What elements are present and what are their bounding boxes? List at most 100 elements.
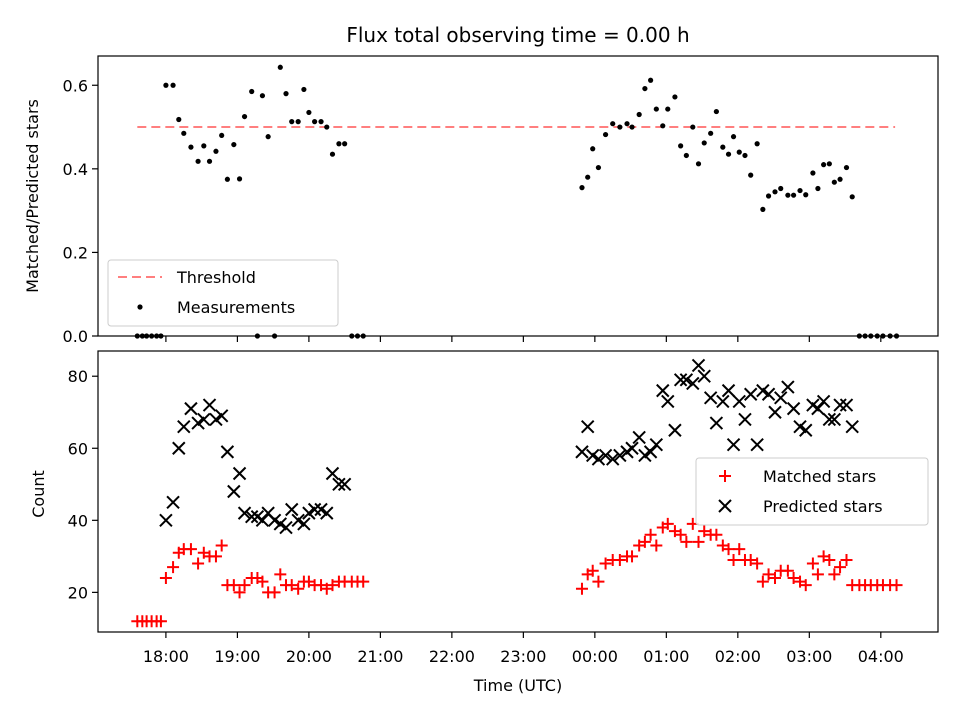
matched-star-point xyxy=(357,575,370,588)
matched-star-point xyxy=(834,561,847,574)
measurement-point xyxy=(163,82,169,88)
x-tick-label: 23:00 xyxy=(500,647,546,666)
matched-star-point xyxy=(192,557,205,570)
matched-star-point xyxy=(586,564,599,577)
predicted-star-point xyxy=(743,387,758,401)
predicted-star-point xyxy=(697,369,711,383)
measurement-point xyxy=(754,141,760,147)
matched-star-point xyxy=(209,550,222,563)
matched-star-point xyxy=(650,539,663,552)
x-tick-label: 22:00 xyxy=(429,647,475,666)
measurement-point xyxy=(265,134,271,140)
measurement-point xyxy=(188,144,194,150)
measurement-point xyxy=(336,141,342,147)
predicted-star-point xyxy=(679,373,694,387)
measurement-point xyxy=(695,161,702,167)
predicted-star-point xyxy=(709,416,724,430)
predicted-star-point xyxy=(606,452,620,466)
matched-star-point xyxy=(238,579,251,592)
measurement-point xyxy=(249,88,255,95)
measurement-point xyxy=(144,333,150,339)
predicted-star-point xyxy=(255,513,270,528)
measurement-point xyxy=(213,148,219,154)
measurement-point xyxy=(797,187,803,194)
matched-star-point xyxy=(613,553,626,566)
count-legend-box xyxy=(695,457,929,526)
measurement-point xyxy=(629,124,635,130)
measurement-point xyxy=(778,185,784,192)
measurement-point xyxy=(579,185,585,191)
predicted-star-point xyxy=(307,502,322,517)
predicted-star-point xyxy=(285,502,299,517)
predicted-star-point xyxy=(833,398,847,412)
predicted-star-point xyxy=(279,520,293,535)
predicted-star-point xyxy=(822,412,837,427)
predicted-star-point xyxy=(668,423,682,437)
measurement-point xyxy=(821,162,827,168)
predicted-star-point xyxy=(643,445,658,459)
matched-star-point xyxy=(626,550,639,563)
matched-star-point xyxy=(227,579,240,592)
matched-star-point xyxy=(698,525,711,538)
y-tick-label: 40 xyxy=(68,511,88,530)
x-tick-label: 03:00 xyxy=(786,647,832,666)
matched-star-point xyxy=(256,575,269,588)
matched-star-point xyxy=(274,568,287,581)
measurement-point xyxy=(585,174,591,180)
measurement-point xyxy=(283,91,289,97)
predicted-star-point xyxy=(761,387,776,401)
measurement-point xyxy=(742,152,748,159)
y-tick-label: 0.0 xyxy=(63,327,88,346)
legend-predicted-label: Predicted stars xyxy=(763,497,883,516)
predicted-star-point xyxy=(786,401,801,416)
measurement-point xyxy=(271,333,278,339)
measurement-point xyxy=(725,151,732,157)
ratio-legend-box xyxy=(107,259,339,327)
count-panel: 20 40 60 80 18:00 19:00 20:00 21:00 22:00 23:00 0… xyxy=(29,350,939,695)
measurement-point xyxy=(277,64,283,70)
predicted-star-point xyxy=(774,391,788,405)
measurement-point xyxy=(176,116,182,123)
predicted-star-point xyxy=(716,394,730,409)
x-tick-label: 18:00 xyxy=(143,647,189,666)
matched-star-point xyxy=(727,553,740,566)
measurement-point xyxy=(837,176,843,182)
measurement-point xyxy=(602,131,609,138)
predicted-star-point xyxy=(673,373,688,387)
measurement-point xyxy=(195,158,201,164)
matched-star-point xyxy=(154,615,167,628)
measurement-point xyxy=(254,333,261,339)
measurement-point xyxy=(665,106,671,112)
predicted-star-point xyxy=(799,423,813,437)
matched-star-point xyxy=(661,517,674,530)
predicted-star-point xyxy=(750,437,764,452)
y-tick-label: 0.6 xyxy=(63,76,88,95)
ratio-y-axis-label: Matched/Predicted stars xyxy=(23,99,42,293)
matched-star-point xyxy=(233,586,246,599)
legend-matched-swatch xyxy=(719,470,731,482)
measurement-point xyxy=(862,333,868,339)
matched-star-point xyxy=(806,557,819,570)
measurement-point xyxy=(653,106,659,112)
measurement-point xyxy=(349,333,355,339)
matched-star-point xyxy=(599,557,612,570)
y-tick-label: 0.4 xyxy=(63,160,88,179)
legend-measurements-swatch xyxy=(137,304,143,310)
count-legend: Matched stars Predicted stars xyxy=(695,457,929,526)
measurement-point xyxy=(134,333,140,339)
predicted-star-point xyxy=(632,430,646,445)
y-tick-label: 20 xyxy=(68,583,88,602)
matched-star-point xyxy=(890,579,903,592)
ratio-panel: 0.0 0.2 0.4 0.6 Matched/Predicted stars Thr… xyxy=(23,55,939,346)
x-tick-label: 19:00 xyxy=(214,647,260,666)
x-tick-label: 21:00 xyxy=(357,647,403,666)
matched-star-point xyxy=(159,571,172,584)
measurement-point xyxy=(648,77,654,83)
measurement-point xyxy=(149,333,155,339)
predicted-star-point xyxy=(237,506,252,520)
x-tick-label: 01:00 xyxy=(643,647,689,666)
ratio-legend: Threshold Measurements xyxy=(107,259,339,327)
predicted-star-point xyxy=(781,380,795,394)
measurement-point xyxy=(826,161,832,167)
